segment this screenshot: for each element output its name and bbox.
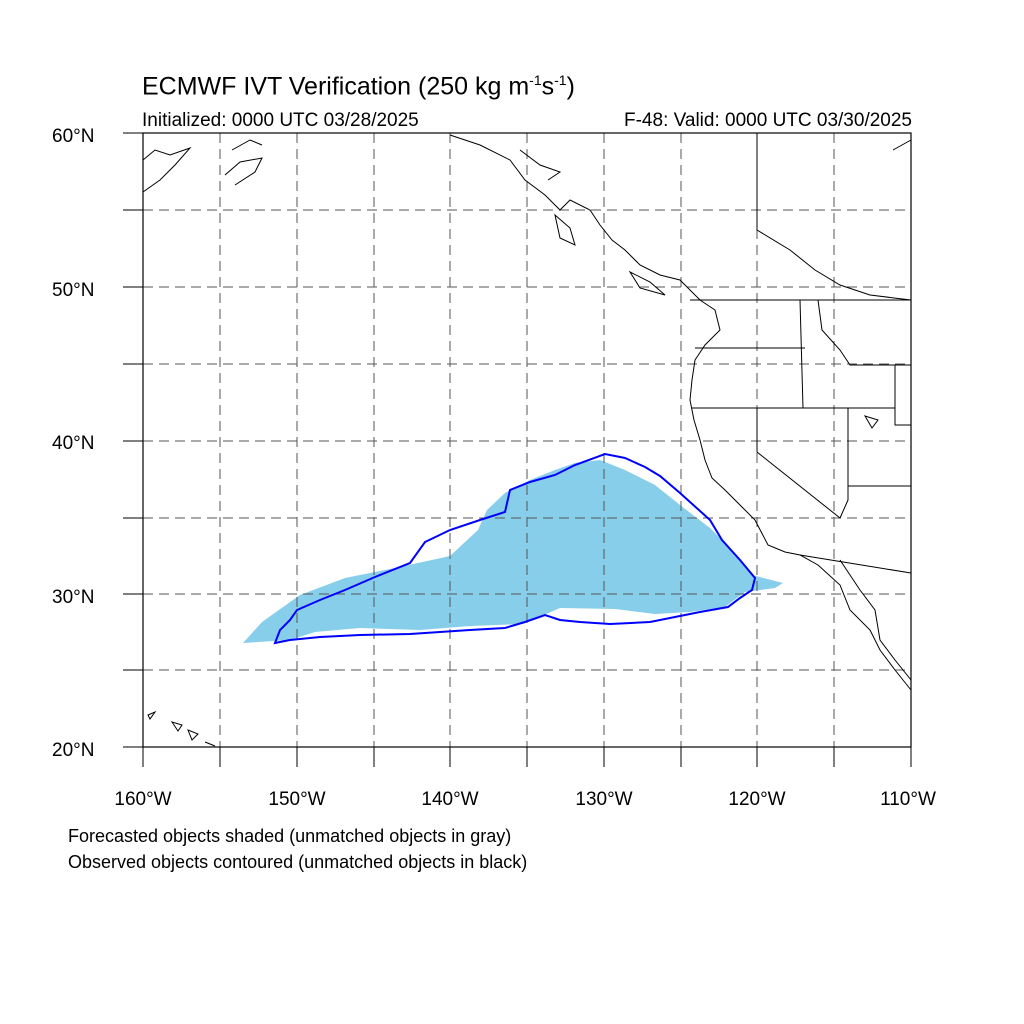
state-borders xyxy=(690,299,911,519)
lat-lon-grid xyxy=(143,133,911,747)
lat-label-60: 60°N xyxy=(52,126,94,147)
lon-label-110w: 110°W xyxy=(880,789,936,810)
initialized-time: Initialized: 0000 UTC 03/28/2025 xyxy=(142,110,419,131)
valid-time: F-48: Valid: 0000 UTC 03/30/2025 xyxy=(624,110,912,131)
lon-label-130w: 130°W xyxy=(575,789,632,810)
lat-label-40: 40°N xyxy=(52,433,94,454)
tick-marks xyxy=(123,132,912,767)
legend-forecast-note: Forecasted objects shaded (unmatched obj… xyxy=(68,826,512,846)
lat-label-50: 50°N xyxy=(52,280,94,301)
lon-label-160w: 160°W xyxy=(114,789,171,810)
map-title: ECMWF IVT Verification (250 kg m-1s-1) xyxy=(142,72,575,101)
lat-label-20: 20°N xyxy=(52,740,94,761)
coastlines xyxy=(142,133,912,747)
forecast-object xyxy=(243,460,783,643)
lon-label-150w: 150°W xyxy=(268,789,325,810)
lon-label-140w: 140°W xyxy=(421,789,478,810)
lat-label-30: 30°N xyxy=(52,587,94,608)
lon-label-120w: 120°W xyxy=(728,789,785,810)
legend-observed-note: Observed objects contoured (unmatched ob… xyxy=(68,852,528,872)
observed-object-contour xyxy=(273,452,757,645)
